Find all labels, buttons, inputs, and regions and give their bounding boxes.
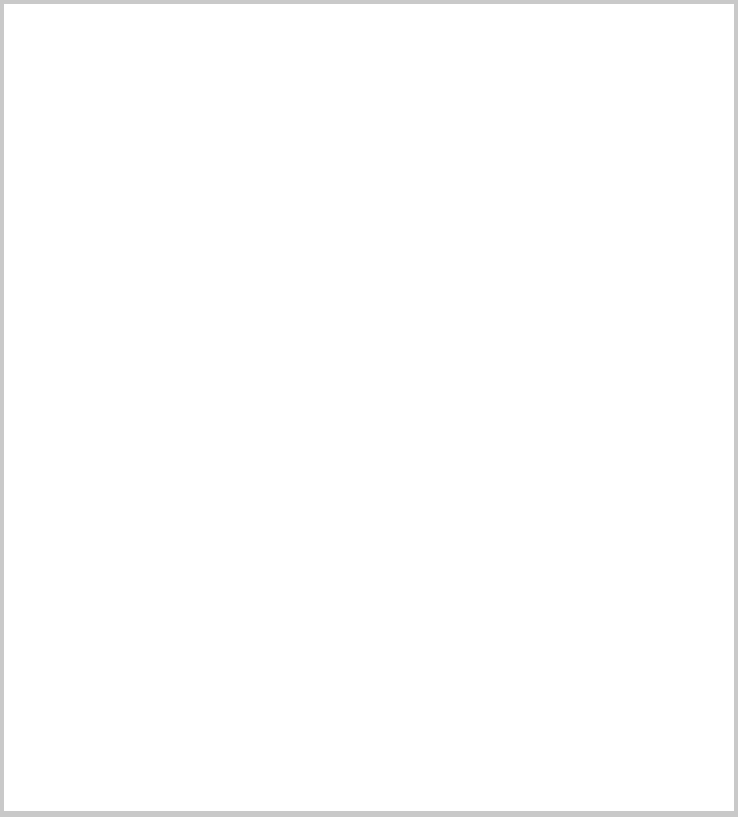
plot-background (4, 4, 738, 817)
scatter-canvas (4, 4, 738, 817)
axes-overlay (4, 4, 738, 817)
